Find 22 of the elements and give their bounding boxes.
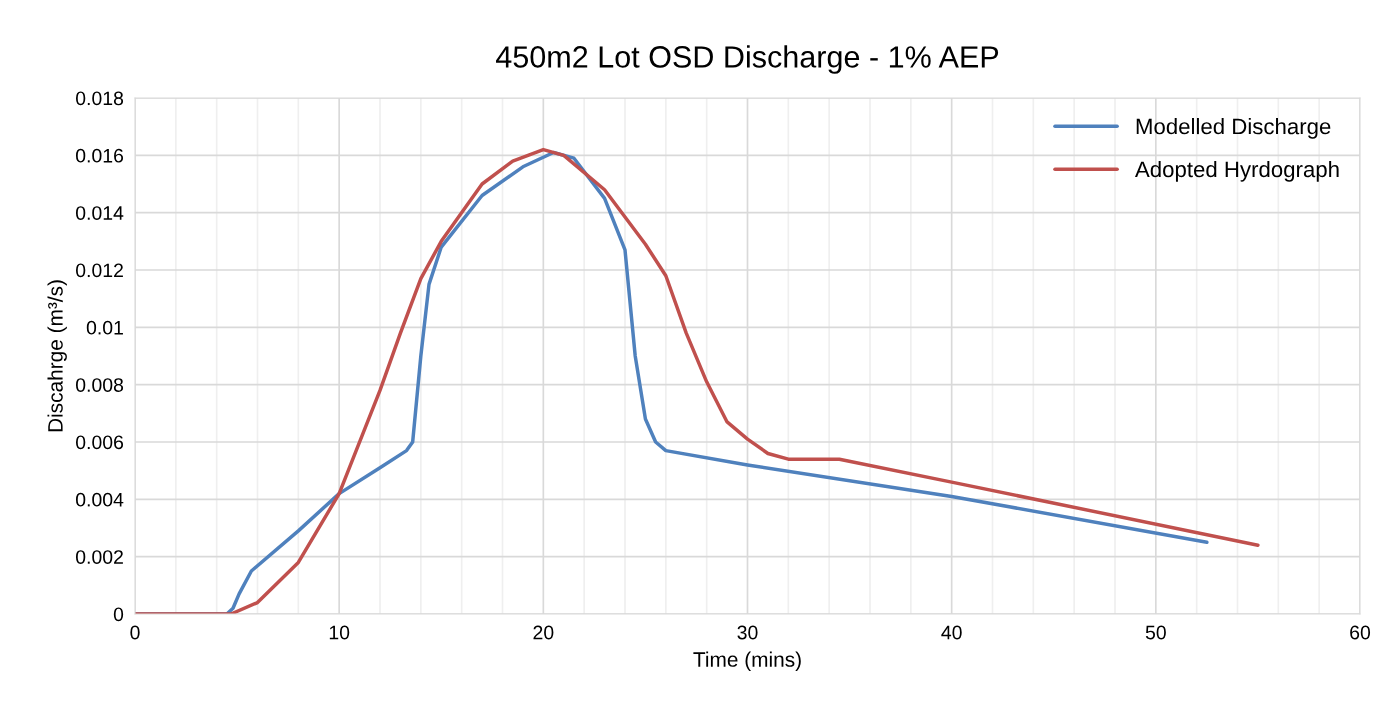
y-tick-label: 0.008 [75,378,124,392]
x-tick-label: 50 [1145,625,1166,640]
y-tick-label: 0.01 [86,320,123,335]
x-axis-title: Time (mins) [693,651,801,671]
legend-label: Modelled Discharge [1136,118,1331,139]
x-tick-label: 20 [533,625,554,640]
x-tick-label: 40 [941,625,962,640]
y-tick-label: 0.004 [75,492,124,507]
y-tick-label: 0.018 [75,91,124,106]
x-tick-label: 0 [130,625,140,640]
x-tick-label: 10 [329,625,350,640]
y-tick-label: 0.002 [75,550,123,564]
y-tick-label: 0.012 [75,263,123,278]
legend-label: Adopted Hyrdograph [1134,160,1339,182]
x-tick-label: 60 [1350,625,1371,640]
y-axis-title: Discahrge (m³/s) [47,280,67,432]
chart-title: 450m2 Lot OSD Discharge - 1% AEP [496,45,999,74]
y-tick-label: 0.016 [75,148,124,163]
y-tick-label: 0.006 [75,435,124,450]
y-tick-label: 0.014 [75,206,124,220]
y-tick-label: 0 [113,607,124,622]
x-tick-label: 30 [737,625,758,640]
